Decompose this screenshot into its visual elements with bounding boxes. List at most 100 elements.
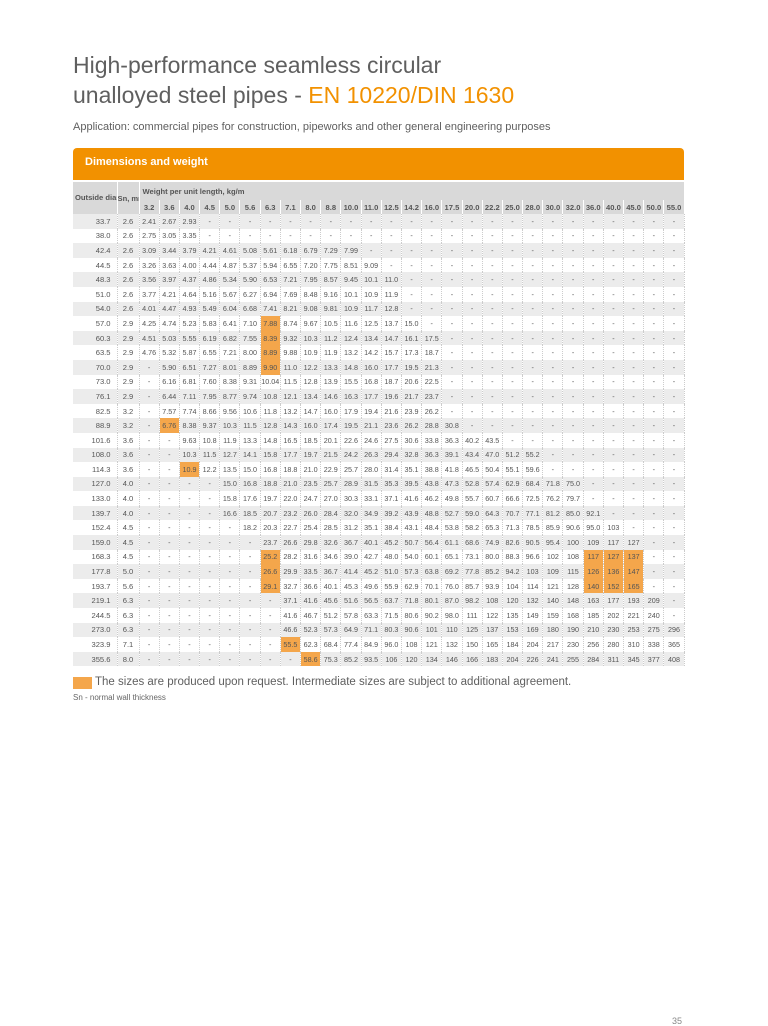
weight-cell: 9.45 [340,272,362,287]
weight-cell: 117 [583,549,604,565]
weight-cell: 16.3 [340,389,362,404]
weight-cell: - [139,637,160,652]
weight-cell: 43.9 [401,505,423,521]
weight-cell: 4.93 [179,301,201,317]
weight-cell: 17.4 [320,418,342,433]
weight-cell: - [239,535,261,550]
sn-cell: 6.3 [117,622,140,638]
weight-cell: - [159,651,180,667]
table-row: 33.7 2.6 2.41 2.67 2.93- - - - - - - - - - - - - - - - - - - - -… [73,214,685,229]
weight-cell: - [219,228,241,244]
weight-cell: - [159,520,180,536]
weight-cell: - [179,593,201,609]
weight-cell: - [280,228,302,244]
weight-cell: 165 [482,637,503,652]
weight-cell: 12.2 [300,359,322,375]
wall-thickness-header: 22.2 [482,200,503,214]
weight-cell: 202 [603,608,625,623]
weight-cell: 8.74 [280,316,302,331]
weight-cell: 25.4 [300,520,322,536]
weight-cell: - [663,228,685,244]
table-row: 101.6 3.6- -9.63 10.8 11.9 13.3 14.8 16.5 18.5 20… [73,432,685,448]
weight-cell: - [562,286,584,302]
weight-cell: - [663,301,685,317]
weight-cell: 10.9 [340,301,362,317]
weight-cell: - [663,578,685,594]
weight-cell: 61.1 [441,535,463,550]
weight-cell: - [583,316,604,331]
weight-cell: 50.7 [401,535,423,550]
weight-cell: 76.2 [542,491,564,506]
weight-cell: - [603,257,625,273]
weight-cell: - [219,535,241,550]
weight-cell: 95.4 [542,535,564,550]
weight-cell: 8.48 [300,286,322,302]
table-row: 73.0 2.9-6.16 6.81 7.60 8.38 9.31 10.04 11.5 12.… [73,374,685,390]
weight-cell: - [159,491,180,506]
weight-cell: 12.8 [300,374,322,390]
weight-cell: 55.9 [381,578,402,594]
weight-cell: 98.0 [441,608,463,623]
weight-cell: - [401,228,423,244]
weight-cell: 193 [623,593,645,609]
weight-cell: 15.8 [260,447,281,463]
weight-cell: - [583,345,604,360]
outside-diameter-cell: 51.0 [73,286,118,302]
weight-cell: - [381,228,402,244]
weight-cell: 217 [542,637,564,652]
weight-cell: 7.10 [239,316,261,331]
weight-cell: - [663,345,685,360]
sn-cell: 2.9 [117,345,140,360]
weight-cell: 46.2 [421,491,443,506]
weight-cell: - [663,505,685,521]
weight-cell: 11.5 [199,447,221,463]
weight-cell: 63.7 [381,593,402,609]
weight-cell: 76.0 [441,578,463,594]
weight-cell: - [462,345,483,360]
weight-cell: 16.8 [260,462,281,477]
weight-cell: 34.9 [361,505,382,521]
weight-cell: - [583,389,604,404]
weight-cell: 56.4 [421,535,443,550]
weight-cell: - [623,520,645,536]
weight-cell: 6.81 [179,374,201,390]
weight-cell: - [623,447,645,463]
weight-cell: 134 [421,651,443,667]
weight-cell: 9.88 [280,345,302,360]
weight-cell: - [502,214,524,229]
weight-cell: 168 [562,608,584,623]
weight-cell: - [179,491,201,506]
sn-cell: 4.5 [117,549,140,565]
weight-cell: 6.27 [239,286,261,302]
weight-cell: - [159,476,180,492]
weight-cell: - [441,403,463,419]
wall-thickness-header: 28.0 [522,200,544,214]
weight-cell: 51.2 [320,608,342,623]
outside-diameter-cell: 108.0 [73,447,118,463]
weight-cell: 15.0 [239,462,261,477]
weight-cell: 43.5 [482,432,503,448]
weight-cell: 29.1 [260,578,281,594]
weight-cell: 80.6 [401,608,423,623]
weight-cell: 110 [441,622,463,638]
weight-cell: - [280,651,302,667]
weight-cell: 310 [623,637,645,652]
weight-cell: - [583,418,604,433]
weight-cell: 3.77 [139,286,160,302]
table-body: 33.7 2.6 2.41 2.67 2.93- - - - - - - - - - - - - - - - - - - - -… [73,214,685,667]
sn-cell: 2.6 [117,228,140,244]
weight-cell: - [219,578,241,594]
weight-cell: - [643,418,665,433]
weight-cell: 226 [522,651,544,667]
weight-cell: 13.3 [320,359,342,375]
weight-cell: 96.0 [381,637,402,652]
weight-cell: 25.7 [320,476,342,492]
weight-cell: 6.82 [219,330,241,346]
weight-cell: 166 [462,651,483,667]
weight-cell: 230 [562,637,584,652]
weight-cell: 11.5 [239,418,261,433]
weight-cell: 92.1 [583,505,604,521]
weight-cell: - [502,389,524,404]
weight-cell: - [663,359,685,375]
weight-cell: - [462,374,483,390]
